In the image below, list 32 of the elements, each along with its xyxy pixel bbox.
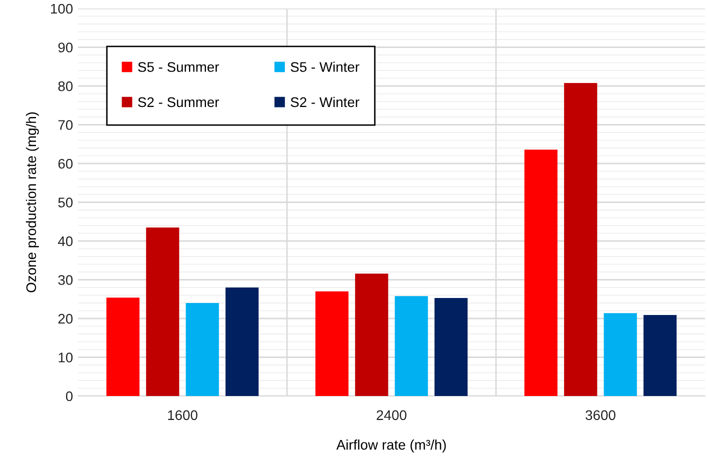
bar [644,315,677,396]
x-axis-title: Airflow rate (m³/h) [336,440,446,452]
legend-label: S2 - Winter [290,96,360,108]
bar [604,313,637,396]
bar [106,298,140,396]
bar [564,82,598,396]
x-tick-label: 1600 [168,410,198,420]
y-tick-label: 70 [58,120,73,130]
x-tick-label: 3600 [586,410,616,420]
bar [146,227,180,396]
y-tick-label: 30 [58,275,73,285]
y-tick-label: 0 [66,391,73,402]
y-tick-label: 40 [58,236,73,246]
legend-label: S5 - Summer [138,62,220,72]
y-tick-label: 20 [58,314,73,324]
bar [186,303,219,396]
bar [355,274,388,396]
y-tick-label: 50 [58,198,73,208]
y-tick-label: 90 [58,42,73,52]
y-tick-label: 100 [51,4,73,14]
legend-label: S5 - Winter [290,62,360,72]
bar [226,288,259,396]
bar [394,296,428,396]
bar [434,298,468,396]
y-tick-label: 10 [58,352,73,362]
bar [315,291,348,396]
y-axis-title: Ozone production rate (mg/h) [26,112,39,292]
y-tick-label: 80 [58,81,73,92]
x-tick-label: 2400 [376,410,406,420]
legend-label: S2 - Summer [138,97,220,108]
y-tick-label: 60 [58,158,73,169]
bar [524,150,558,396]
